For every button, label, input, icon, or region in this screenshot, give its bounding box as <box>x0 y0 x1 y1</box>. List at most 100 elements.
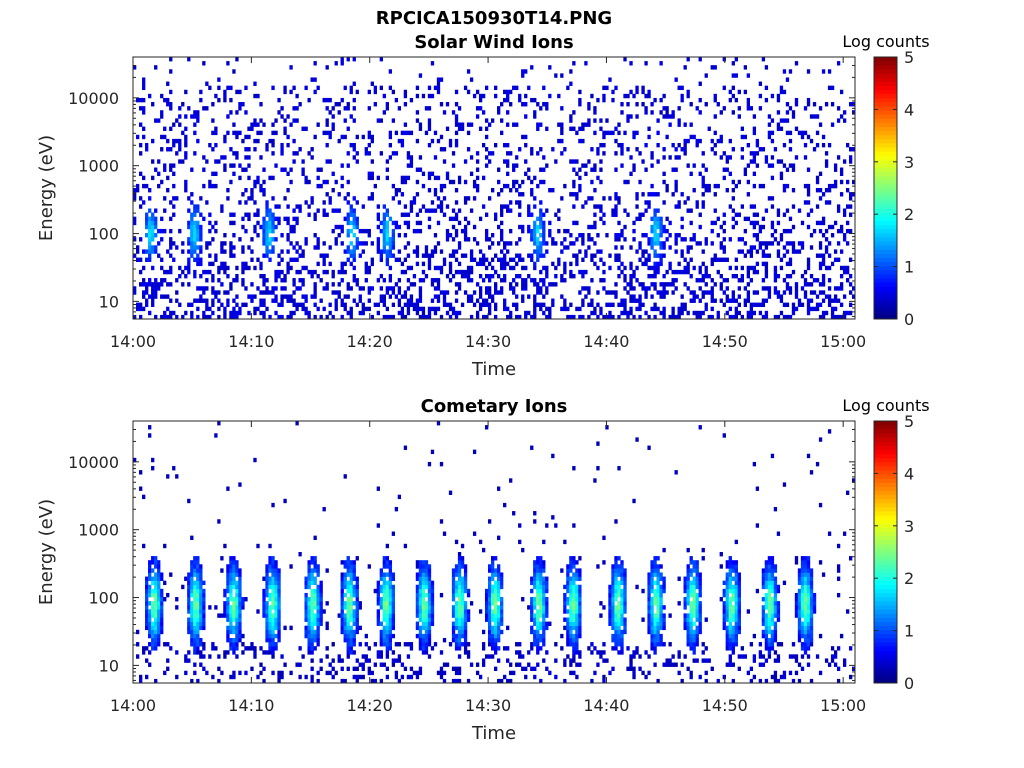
heatmap-cell <box>157 617 161 622</box>
heatmap-cell <box>484 613 489 618</box>
heatmap-cell <box>409 208 414 213</box>
heatmap-cell <box>286 233 290 238</box>
heatmap-cell <box>382 212 386 217</box>
heatmap-cell <box>815 302 820 308</box>
heatmap-cell <box>370 81 374 86</box>
heatmap-cell <box>454 564 459 569</box>
heatmap-cell <box>638 294 642 299</box>
heatmap-cell <box>632 286 636 291</box>
heatmap-cell <box>614 237 618 242</box>
heatmap-cell <box>208 253 212 258</box>
heatmap-cell <box>527 224 531 230</box>
heatmap-cell <box>671 278 675 283</box>
heatmap-cell <box>494 605 498 610</box>
heatmap-cell <box>142 650 146 655</box>
heatmap-cell <box>497 572 501 577</box>
heatmap-cell <box>376 216 380 222</box>
heatmap-cell <box>157 159 161 164</box>
heatmap-cell <box>304 613 308 618</box>
heatmap-cell <box>656 159 660 164</box>
heatmap-cell <box>418 314 423 320</box>
heatmap-cell <box>833 167 838 172</box>
heatmap-cell <box>355 609 359 614</box>
heatmap-cell <box>509 241 513 246</box>
heatmap-cell <box>190 302 194 308</box>
heatmap-cell <box>229 241 233 246</box>
heatmap-cell <box>205 200 209 205</box>
heatmap-cell <box>484 654 489 659</box>
heatmap-cell <box>346 580 350 586</box>
heatmap-cell <box>794 282 799 287</box>
heatmap-cell <box>439 265 444 271</box>
heatmap-cell <box>220 249 224 254</box>
heatmap-cell <box>169 89 173 95</box>
heatmap-cell <box>533 629 537 635</box>
heatmap-cell <box>494 216 498 222</box>
heatmap-cell <box>235 130 239 136</box>
heatmap-cell <box>148 560 152 565</box>
heatmap-cell <box>217 77 221 82</box>
heatmap-cell <box>740 237 744 242</box>
heatmap-cell <box>235 110 239 115</box>
heatmap-cell <box>418 564 423 569</box>
heatmap-cell <box>463 646 468 651</box>
heatmap-cell <box>385 584 390 590</box>
heatmap-cell <box>451 216 456 222</box>
heatmap-cell <box>385 314 390 320</box>
heatmap-cell <box>148 233 152 238</box>
heatmap-cell <box>527 204 531 209</box>
heatmap-cell <box>487 584 492 590</box>
heatmap-cell <box>656 208 660 213</box>
heatmap-cell <box>274 278 278 283</box>
heatmap-cell <box>184 576 188 581</box>
heatmap-cell <box>539 302 543 308</box>
heatmap-cell <box>707 314 711 320</box>
heatmap-cell <box>346 642 350 647</box>
heatmap-cell <box>587 224 591 230</box>
heatmap-cell <box>454 625 459 631</box>
heatmap-cell <box>349 314 353 320</box>
heatmap-cell <box>608 253 612 258</box>
heatmap-cell <box>391 151 396 156</box>
heatmap-cell <box>845 204 850 209</box>
heatmap-cell <box>506 249 510 254</box>
heatmap-cell <box>277 568 281 573</box>
heatmap-cell <box>545 273 549 279</box>
heatmap-cell <box>199 97 203 103</box>
heatmap-cell <box>818 241 823 246</box>
heatmap-cell <box>755 249 760 254</box>
heatmap-cell <box>454 588 459 594</box>
heatmap-cell <box>454 200 459 205</box>
heatmap-cell <box>494 282 498 287</box>
heatmap-cell <box>190 310 194 316</box>
heatmap-cell <box>439 208 444 213</box>
heatmap-cell <box>316 633 320 639</box>
heatmap-cell <box>761 286 766 291</box>
heatmap-cell <box>680 306 684 312</box>
heatmap-cell <box>755 237 760 242</box>
heatmap-cell <box>533 584 537 590</box>
heatmap-cell <box>244 155 248 160</box>
heatmap-cell <box>533 228 537 234</box>
heatmap-cell <box>484 163 489 168</box>
heatmap-cell <box>436 282 441 287</box>
heatmap-cell <box>812 306 817 312</box>
heatmap-cell <box>442 261 447 267</box>
heatmap-cell <box>677 269 681 275</box>
heatmap-cell <box>803 290 808 295</box>
heatmap-cell <box>713 183 717 189</box>
heatmap-cell <box>614 245 618 250</box>
heatmap-cell <box>199 625 203 631</box>
heatmap-cell <box>827 85 832 91</box>
heatmap-cell <box>376 278 380 283</box>
heatmap-cell <box>457 241 462 246</box>
heatmap-cell <box>433 233 438 238</box>
heatmap-cell <box>391 592 396 598</box>
heatmap-cell <box>484 286 489 291</box>
heatmap-cell <box>196 613 200 618</box>
heatmap-cell <box>497 273 501 279</box>
heatmap-cell <box>193 629 197 635</box>
heatmap-cell <box>421 269 426 275</box>
heatmap-cell <box>265 588 269 594</box>
heatmap-cell <box>172 163 176 168</box>
